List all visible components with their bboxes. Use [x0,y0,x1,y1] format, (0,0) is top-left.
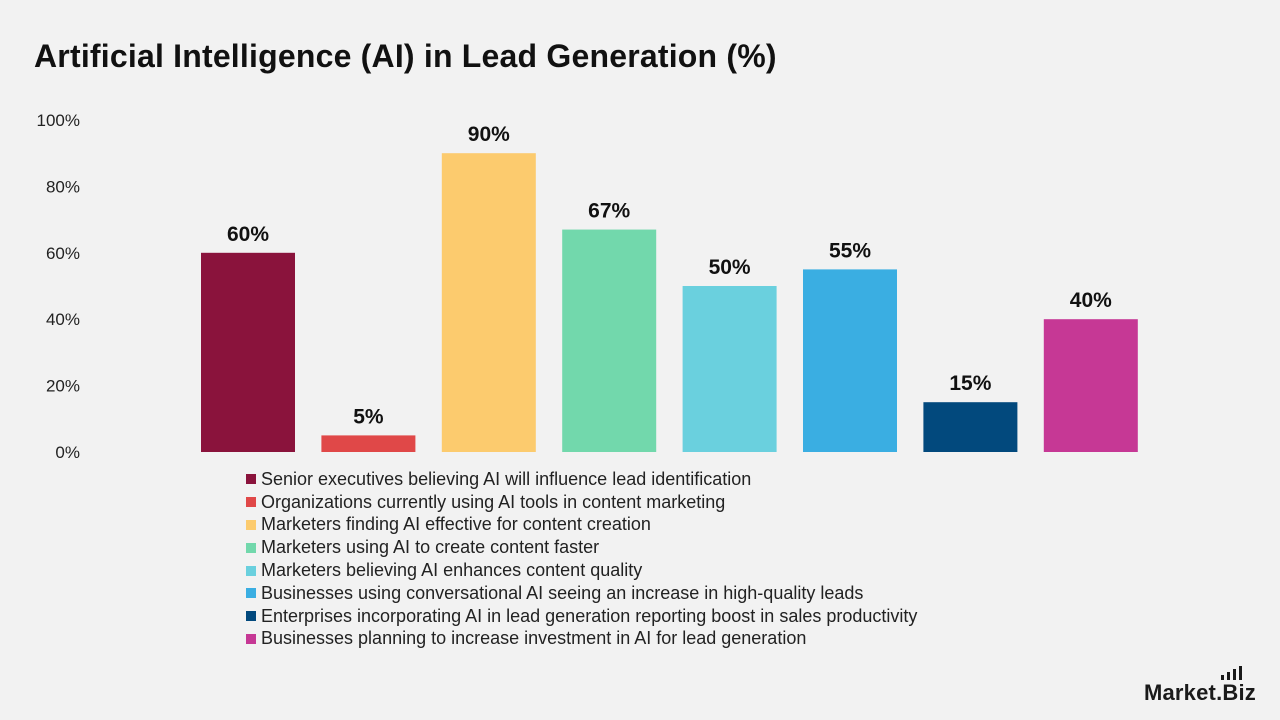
y-tick-label: 60% [46,244,80,263]
bar-chart: 0% 20% 40% 60% 80% 100% 60% 5% 90% 67% 50% 55% 15% 4… [37,111,1138,462]
bar [1043,319,1138,452]
legend-swatch [246,542,256,553]
bar [923,402,1018,452]
data-label: 40% [1070,289,1112,312]
legend-item: Enterprises incorporating AI in lead gen… [246,605,917,628]
data-label: 5% [353,405,384,428]
legend-swatch [246,588,256,599]
bar [803,269,897,452]
brand-name: Market.Biz [1143,680,1256,705]
data-labels-group: 60% 5% 90% 67% 50% 55% 15% 40% [227,123,1112,428]
legend: Senior executives believing AI will infl… [246,468,917,650]
data-label: 67% [588,200,630,223]
y-tick-label: 20% [46,377,80,396]
legend-label: Organizations currently using AI tools i… [261,491,726,512]
chart-title: Artificial Intelligence (AI) in Lead Gen… [34,38,777,74]
legend-swatch [246,611,256,622]
legend-swatch [246,497,256,508]
y-axis: 0% 20% 40% 60% 80% 100% [37,111,80,462]
legend-label: Senior executives believing AI will infl… [261,468,752,489]
legend-item: Marketers finding AI effective for conte… [246,514,917,537]
legend-item: Senior executives believing AI will infl… [246,468,917,491]
y-tick-label: 40% [46,310,80,329]
legend-label: Businesses planning to increase investme… [261,628,807,649]
legend-swatch [246,633,256,644]
legend-swatch [246,519,256,530]
legend-label: Businesses using conversational AI seein… [261,582,864,603]
bar [441,153,536,452]
legend-item: Marketers using AI to create content fas… [246,536,917,559]
legend-label: Marketers finding AI effective for conte… [261,514,651,535]
data-label: 55% [829,239,871,262]
y-tick-label: 100% [37,111,80,130]
legend-item: Marketers believing AI enhances content … [246,559,917,582]
legend-item: Businesses using conversational AI seein… [246,582,917,605]
bars-group [201,153,1138,452]
data-label: 60% [227,223,269,246]
y-tick-label: 80% [46,177,80,196]
legend-item: Businesses planning to increase investme… [246,628,917,651]
bar [321,435,416,452]
legend-label: Marketers using AI to create content fas… [261,537,600,558]
brand-logo: Market.Biz [1144,666,1256,706]
y-tick-label: 0% [55,443,80,462]
legend-item: Organizations currently using AI tools i… [246,491,917,514]
legend-label: Marketers believing AI enhances content … [261,560,643,581]
data-label: 15% [949,372,991,395]
bar-chart-icon [1220,666,1247,680]
bar [201,252,295,452]
bar [682,286,777,452]
data-label: 50% [709,256,751,279]
legend-label: Enterprises incorporating AI in lead gen… [261,605,918,626]
legend-swatch [246,474,256,485]
legend-swatch [246,565,256,576]
data-label: 90% [468,123,510,146]
bar [562,229,657,452]
